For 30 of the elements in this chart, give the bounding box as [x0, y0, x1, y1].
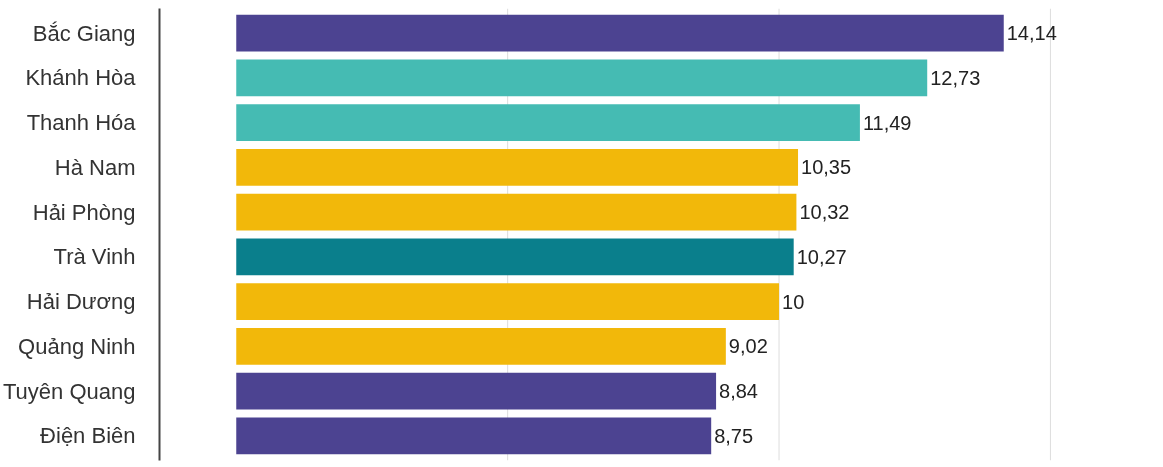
y-tick-label: Hà Nam: [54, 154, 136, 180]
y-tick-label: Quảng Ninh: [18, 333, 136, 359]
bar: [236, 59, 928, 97]
bar: [236, 283, 780, 320]
bar: [236, 372, 717, 410]
y-tick-label: Bắc Giang: [32, 20, 136, 46]
data-label: 8,84: [719, 380, 759, 403]
y-tick-label: Thanh Hóa: [26, 110, 137, 136]
y-tick-label: Điện Biên: [40, 423, 136, 449]
data-label: 8,75: [714, 424, 754, 447]
data-label: 10,35: [801, 156, 852, 179]
y-tick-label: Khánh Hòa: [25, 65, 137, 91]
bar: [236, 149, 799, 186]
bar: [236, 104, 860, 141]
y-tick-label: Tuyên Quang: [3, 378, 136, 404]
y-tick-label: Hải Phòng: [32, 199, 136, 225]
data-label: 12,73: [930, 66, 981, 89]
data-label: 10,27: [796, 245, 847, 268]
bar: [236, 417, 712, 455]
bar: [236, 328, 726, 365]
bar: [236, 238, 794, 276]
bar: [236, 193, 797, 231]
data-label: 10: [782, 290, 805, 313]
y-tick-label: Trà Vinh: [53, 244, 136, 270]
data-label: 14,14: [1006, 22, 1057, 45]
data-label: 10,32: [799, 201, 850, 224]
bar: [236, 14, 1004, 52]
data-label: 9,02: [728, 335, 768, 358]
y-tick-label: Hải Dương: [26, 289, 136, 315]
data-label: 11,49: [862, 111, 912, 134]
